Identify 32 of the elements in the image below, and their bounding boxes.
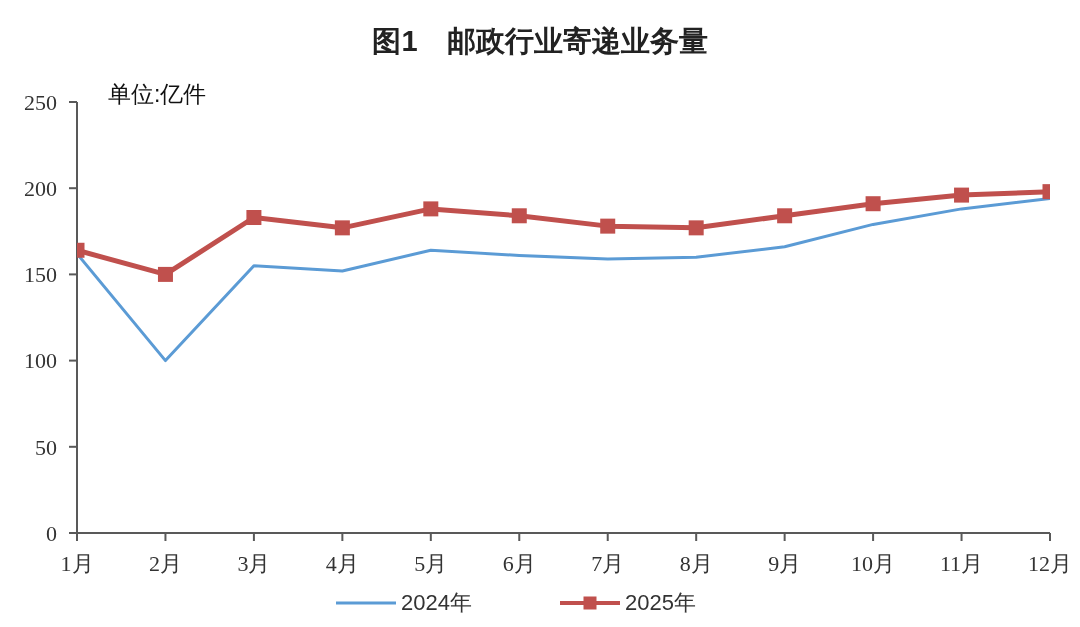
x-tick-label: 2月 — [148, 550, 182, 576]
y-axis-title: 单位:亿件 — [108, 81, 207, 107]
point — [777, 208, 793, 224]
y-tick-label: 0 — [46, 520, 57, 546]
point — [246, 210, 262, 226]
chart-title: 图1 邮政行业寄递业务量 — [372, 25, 708, 57]
x-tick-label: 10月 — [851, 550, 896, 576]
x-tick-label: 8月 — [679, 550, 713, 576]
y-tick-label: 50 — [35, 434, 57, 460]
x-tick-label: 9月 — [768, 550, 802, 576]
point — [157, 266, 173, 282]
x-tick-label: 7月 — [591, 550, 625, 576]
point — [511, 208, 527, 224]
x-tick-label: 4月 — [325, 550, 359, 576]
x-tick-label: 5月 — [414, 550, 448, 576]
y-tick-label: 100 — [24, 348, 57, 374]
point — [600, 218, 616, 234]
x-tick-label: 11月 — [939, 550, 984, 576]
point — [334, 220, 350, 236]
y-tick-label: 200 — [24, 176, 57, 202]
y-tick-label: 150 — [24, 262, 57, 288]
point — [954, 187, 970, 203]
x-tick-label: 6月 — [502, 550, 536, 576]
y-tick-label: 250 — [24, 89, 57, 115]
x-tick-label: 3月 — [237, 550, 271, 576]
point — [688, 220, 704, 236]
point — [865, 196, 881, 212]
legend-label: 2024年 — [401, 590, 472, 615]
point — [423, 201, 439, 217]
x-tick-label: 12月 — [1028, 550, 1072, 576]
legend-label: 2025年 — [625, 590, 696, 615]
x-tick-label: 1月 — [60, 550, 94, 576]
